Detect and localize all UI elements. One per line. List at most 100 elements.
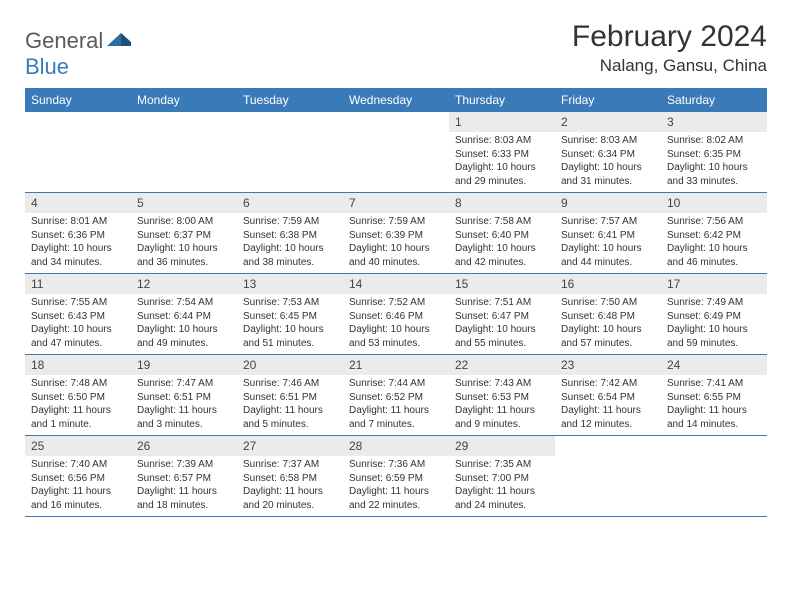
sunrise-text: Sunrise: 8:01 AM [31, 215, 125, 229]
day-cell: 5Sunrise: 8:00 AMSunset: 6:37 PMDaylight… [131, 193, 237, 273]
day-number: 25 [25, 436, 131, 456]
daylight-text: Daylight: 10 hours and 34 minutes. [31, 242, 125, 269]
calendar-page: General February 2024 Nalang, Gansu, Chi… [0, 0, 792, 537]
sunrise-text: Sunrise: 7:39 AM [137, 458, 231, 472]
day-cell: 25Sunrise: 7:40 AMSunset: 6:56 PMDayligh… [25, 436, 131, 516]
day-details: Sunrise: 7:35 AMSunset: 7:00 PMDaylight:… [449, 456, 555, 516]
daylight-text: Daylight: 11 hours and 3 minutes. [137, 404, 231, 431]
daylight-text: Daylight: 11 hours and 5 minutes. [243, 404, 337, 431]
day-cell: 6Sunrise: 7:59 AMSunset: 6:38 PMDaylight… [237, 193, 343, 273]
week-row: 4Sunrise: 8:01 AMSunset: 6:36 PMDaylight… [25, 193, 767, 274]
day-cell: 15Sunrise: 7:51 AMSunset: 6:47 PMDayligh… [449, 274, 555, 354]
day-number: 21 [343, 355, 449, 375]
sunrise-text: Sunrise: 7:52 AM [349, 296, 443, 310]
week-row: 1Sunrise: 8:03 AMSunset: 6:33 PMDaylight… [25, 112, 767, 193]
day-details: Sunrise: 7:41 AMSunset: 6:55 PMDaylight:… [661, 375, 767, 435]
day-number [343, 112, 449, 118]
daylight-text: Daylight: 10 hours and 51 minutes. [243, 323, 337, 350]
day-cell: 10Sunrise: 7:56 AMSunset: 6:42 PMDayligh… [661, 193, 767, 273]
sunrise-text: Sunrise: 7:50 AM [561, 296, 655, 310]
day-cell: 23Sunrise: 7:42 AMSunset: 6:54 PMDayligh… [555, 355, 661, 435]
daylight-text: Daylight: 10 hours and 44 minutes. [561, 242, 655, 269]
daylight-text: Daylight: 10 hours and 46 minutes. [667, 242, 761, 269]
sunset-text: Sunset: 6:37 PM [137, 229, 231, 243]
calendar-grid: SundayMondayTuesdayWednesdayThursdayFrid… [25, 88, 767, 517]
weeks-container: 1Sunrise: 8:03 AMSunset: 6:33 PMDaylight… [25, 112, 767, 517]
sunrise-text: Sunrise: 8:03 AM [455, 134, 549, 148]
day-details: Sunrise: 7:55 AMSunset: 6:43 PMDaylight:… [25, 294, 131, 354]
sunrise-text: Sunrise: 7:37 AM [243, 458, 337, 472]
day-number: 9 [555, 193, 661, 213]
sunrise-text: Sunrise: 7:59 AM [243, 215, 337, 229]
weekday-header-row: SundayMondayTuesdayWednesdayThursdayFrid… [25, 88, 767, 112]
day-details: Sunrise: 8:03 AMSunset: 6:33 PMDaylight:… [449, 132, 555, 192]
week-row: 18Sunrise: 7:48 AMSunset: 6:50 PMDayligh… [25, 355, 767, 436]
day-cell: 26Sunrise: 7:39 AMSunset: 6:57 PMDayligh… [131, 436, 237, 516]
day-number [131, 112, 237, 118]
day-number: 2 [555, 112, 661, 132]
day-details: Sunrise: 7:46 AMSunset: 6:51 PMDaylight:… [237, 375, 343, 435]
weekday-header: Monday [131, 88, 237, 112]
sunrise-text: Sunrise: 7:36 AM [349, 458, 443, 472]
sunset-text: Sunset: 6:54 PM [561, 391, 655, 405]
sunset-text: Sunset: 6:41 PM [561, 229, 655, 243]
day-details: Sunrise: 7:44 AMSunset: 6:52 PMDaylight:… [343, 375, 449, 435]
day-cell: 14Sunrise: 7:52 AMSunset: 6:46 PMDayligh… [343, 274, 449, 354]
logo: General [25, 28, 135, 54]
sunrise-text: Sunrise: 7:42 AM [561, 377, 655, 391]
sunset-text: Sunset: 6:42 PM [667, 229, 761, 243]
day-number: 1 [449, 112, 555, 132]
day-number: 16 [555, 274, 661, 294]
day-number: 18 [25, 355, 131, 375]
sunset-text: Sunset: 6:33 PM [455, 148, 549, 162]
day-details: Sunrise: 8:01 AMSunset: 6:36 PMDaylight:… [25, 213, 131, 273]
sunrise-text: Sunrise: 7:46 AM [243, 377, 337, 391]
weekday-header: Sunday [25, 88, 131, 112]
daylight-text: Daylight: 11 hours and 1 minute. [31, 404, 125, 431]
sunset-text: Sunset: 6:57 PM [137, 472, 231, 486]
logo-text-general: General [25, 28, 103, 54]
day-details: Sunrise: 7:39 AMSunset: 6:57 PMDaylight:… [131, 456, 237, 516]
month-title: February 2024 [572, 20, 767, 54]
day-cell: 4Sunrise: 8:01 AMSunset: 6:36 PMDaylight… [25, 193, 131, 273]
day-cell: 11Sunrise: 7:55 AMSunset: 6:43 PMDayligh… [25, 274, 131, 354]
sunrise-text: Sunrise: 7:51 AM [455, 296, 549, 310]
day-number: 5 [131, 193, 237, 213]
daylight-text: Daylight: 10 hours and 36 minutes. [137, 242, 231, 269]
day-cell [25, 112, 131, 192]
sunset-text: Sunset: 6:36 PM [31, 229, 125, 243]
day-cell [237, 112, 343, 192]
day-details: Sunrise: 7:52 AMSunset: 6:46 PMDaylight:… [343, 294, 449, 354]
sunrise-text: Sunrise: 7:54 AM [137, 296, 231, 310]
day-number: 12 [131, 274, 237, 294]
day-cell: 8Sunrise: 7:58 AMSunset: 6:40 PMDaylight… [449, 193, 555, 273]
sunset-text: Sunset: 7:00 PM [455, 472, 549, 486]
day-cell: 9Sunrise: 7:57 AMSunset: 6:41 PMDaylight… [555, 193, 661, 273]
sunset-text: Sunset: 6:49 PM [667, 310, 761, 324]
day-cell: 13Sunrise: 7:53 AMSunset: 6:45 PMDayligh… [237, 274, 343, 354]
sunset-text: Sunset: 6:43 PM [31, 310, 125, 324]
day-number: 7 [343, 193, 449, 213]
sunset-text: Sunset: 6:46 PM [349, 310, 443, 324]
weekday-header: Wednesday [343, 88, 449, 112]
sunrise-text: Sunrise: 7:58 AM [455, 215, 549, 229]
day-number: 15 [449, 274, 555, 294]
day-cell: 18Sunrise: 7:48 AMSunset: 6:50 PMDayligh… [25, 355, 131, 435]
day-number [661, 436, 767, 442]
sunset-text: Sunset: 6:50 PM [31, 391, 125, 405]
sunset-text: Sunset: 6:58 PM [243, 472, 337, 486]
sunrise-text: Sunrise: 7:59 AM [349, 215, 443, 229]
sunrise-text: Sunrise: 7:47 AM [137, 377, 231, 391]
day-details: Sunrise: 7:54 AMSunset: 6:44 PMDaylight:… [131, 294, 237, 354]
sunset-text: Sunset: 6:39 PM [349, 229, 443, 243]
day-number: 11 [25, 274, 131, 294]
day-cell: 3Sunrise: 8:02 AMSunset: 6:35 PMDaylight… [661, 112, 767, 192]
day-number: 23 [555, 355, 661, 375]
sunset-text: Sunset: 6:52 PM [349, 391, 443, 405]
sunset-text: Sunset: 6:53 PM [455, 391, 549, 405]
day-details: Sunrise: 7:50 AMSunset: 6:48 PMDaylight:… [555, 294, 661, 354]
sunrise-text: Sunrise: 7:41 AM [667, 377, 761, 391]
day-cell: 1Sunrise: 8:03 AMSunset: 6:33 PMDaylight… [449, 112, 555, 192]
daylight-text: Daylight: 11 hours and 20 minutes. [243, 485, 337, 512]
daylight-text: Daylight: 10 hours and 38 minutes. [243, 242, 337, 269]
